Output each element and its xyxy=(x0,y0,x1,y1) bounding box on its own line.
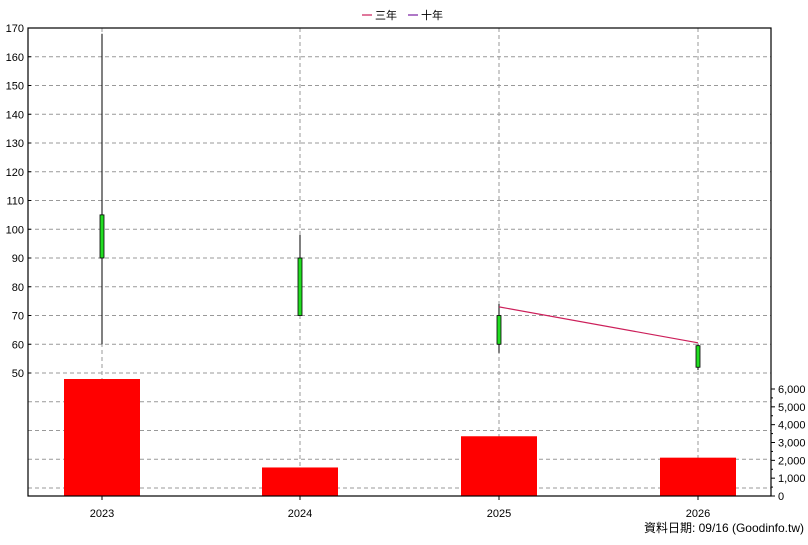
volume-bar xyxy=(64,379,140,496)
price-tick-label: 160 xyxy=(6,52,24,64)
three-year-line xyxy=(498,306,699,344)
candle-body xyxy=(99,214,105,259)
plot-frame xyxy=(27,27,772,497)
category-tick-label: 2023 xyxy=(90,508,114,520)
volume-bar xyxy=(660,457,736,496)
price-tick-label: 80 xyxy=(12,282,24,294)
price-tick-label: 100 xyxy=(6,224,24,236)
price-tick-label: 90 xyxy=(12,253,24,265)
price-tick-label: 150 xyxy=(6,81,24,93)
volume-tick-label: 2,000 xyxy=(778,455,806,467)
volume-bars-layer xyxy=(64,379,736,496)
candle-body xyxy=(297,257,303,316)
price-tick-label: 170 xyxy=(6,23,24,35)
volume-tick-label: 5,000 xyxy=(778,402,806,414)
trend-line-layer xyxy=(498,306,699,344)
category-tick-label: 2026 xyxy=(686,508,710,520)
volume-bar xyxy=(461,436,537,496)
volume-tick-label: 1,000 xyxy=(778,473,806,485)
price-tick-label: 70 xyxy=(12,311,24,323)
candles-layer xyxy=(99,33,701,371)
footer-source-label: 資料日期: 09/16 (Goodinfo.tw) xyxy=(644,521,804,535)
category-tick-label: 2024 xyxy=(288,508,312,520)
legend-label: 三年 xyxy=(375,8,397,22)
price-tick-label: 120 xyxy=(6,167,24,179)
legend: 三年 十年 xyxy=(362,8,443,22)
axis-labels-layer: 170 160 150 140 130 120 110 100 90 80 70 60 50 6,000 5… xyxy=(6,23,806,520)
volume-tick-label: 6,000 xyxy=(778,384,806,396)
volume-tick-label: 4,000 xyxy=(778,420,806,432)
volume-tick-label: 0 xyxy=(778,491,784,503)
price-tick-label: 110 xyxy=(6,196,24,208)
candle-body xyxy=(695,345,701,368)
price-tick-label: 130 xyxy=(6,138,24,150)
category-tick-label: 2025 xyxy=(487,508,511,520)
legend-label: 十年 xyxy=(421,8,443,22)
candle-body xyxy=(496,315,502,345)
volume-tick-label: 3,000 xyxy=(778,438,806,450)
volume-bar xyxy=(262,467,338,496)
price-tick-label: 50 xyxy=(12,368,24,380)
price-tick-label: 140 xyxy=(6,109,24,121)
price-tick-label: 60 xyxy=(12,339,24,351)
